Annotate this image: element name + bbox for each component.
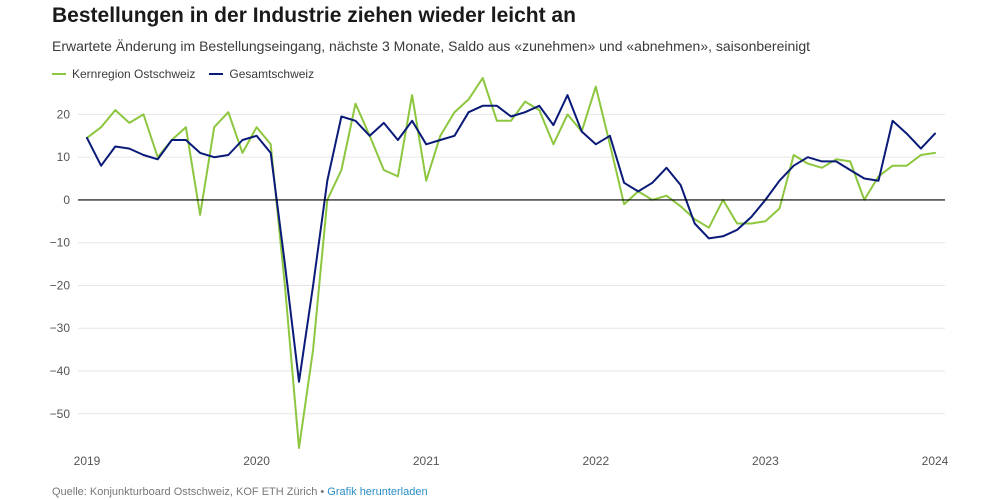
y-tick-label: −20	[50, 278, 71, 292]
footer-separator: •	[317, 486, 328, 498]
y-tick-label: −30	[50, 321, 71, 335]
x-tick-label: 2022	[582, 454, 609, 468]
y-tick-label: 20	[57, 107, 71, 121]
x-tick-label: 2023	[752, 454, 779, 468]
x-tick-label: 2024	[922, 454, 949, 468]
legend-label-gesamtschweiz: Gesamtschweiz	[229, 67, 315, 81]
chart-subtitle: Erwartete Änderung im Bestellungseingang…	[52, 38, 811, 54]
legend-label-kernregion: Kernregion Ostschweiz	[72, 67, 196, 81]
x-tick-label: 2020	[243, 454, 270, 468]
series-line-gesamtschweiz	[86, 94, 936, 383]
series-line-kernregion	[86, 77, 936, 449]
line-chart: −50 −40 −30 −20 −10 0 10 20 2019 2020 2021 2022 2023…	[50, 77, 949, 468]
legend-item-gesamtschweiz[interactable]: Gesamtschweiz	[209, 67, 314, 81]
download-chart-link[interactable]: Grafik herunterladen	[327, 486, 428, 498]
y-tick-label: −10	[50, 236, 71, 250]
legend-swatch-gesamtschweiz	[209, 73, 224, 75]
y-tick-label: −50	[50, 407, 71, 421]
source-note: Quelle: Konjunkturboard Ostschweiz, KOF …	[52, 486, 318, 498]
y-tick-label: 10	[57, 150, 71, 164]
chart-footer: Quelle: Konjunkturboard Ostschweiz, KOF …	[52, 486, 428, 498]
x-tick-label: 2019	[74, 454, 101, 468]
legend-swatch-kernregion	[52, 73, 66, 75]
y-tick-label: 0	[63, 193, 70, 207]
chart-legend: Kernregion Ostschweiz Gesamtschweiz	[52, 67, 314, 81]
chart-title: Bestellungen in der Industrie ziehen wie…	[52, 4, 576, 27]
x-tick-label: 2021	[413, 454, 440, 468]
y-tick-label: −40	[50, 364, 71, 378]
legend-item-kernregion[interactable]: Kernregion Ostschweiz	[52, 67, 195, 81]
